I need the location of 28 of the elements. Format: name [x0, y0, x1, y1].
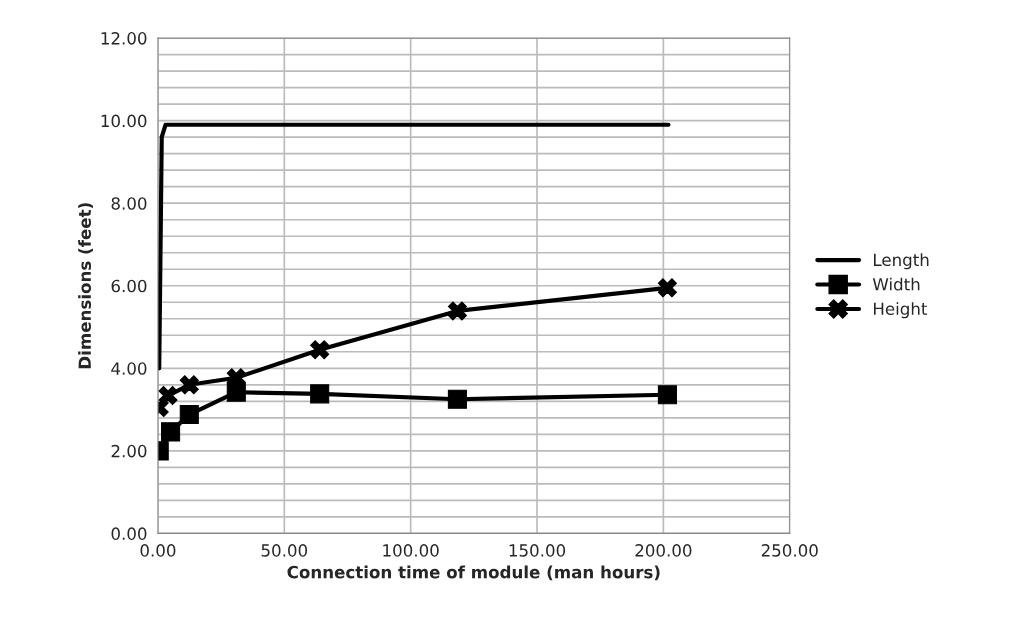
y-tick-label: 12.00 [101, 32, 147, 45]
y-tick-label: 0.00 [111, 527, 147, 540]
x-tick-label: 0.00 [140, 544, 176, 557]
x-tick-label: 50.00 [261, 544, 308, 557]
y-tick-label: 2.00 [111, 444, 147, 458]
point [657, 278, 677, 298]
y-axis-title: Dimensions (feet) [78, 203, 93, 369]
x-axis-title: Connection time of module (man hours) [287, 565, 660, 581]
point [179, 404, 199, 425]
legend-label: Height [874, 302, 928, 319]
y-tick-label: 4.00 [111, 362, 147, 375]
point [657, 385, 677, 405]
y-tick-label: 6.00 [111, 279, 147, 293]
point [310, 340, 330, 360]
legend-label: Width [872, 277, 920, 291]
legend-label: Length [874, 253, 929, 270]
y-tick-label: 10.00 [101, 114, 147, 128]
point [447, 301, 467, 321]
x-tick-label: 250.00 [761, 544, 818, 557]
point [161, 422, 181, 442]
x-tick-label: 100.00 [383, 544, 439, 557]
point [158, 385, 178, 406]
x-tick-label: 200.00 [635, 544, 692, 557]
point [310, 384, 330, 404]
x-tick-label: 150.00 [509, 544, 566, 557]
y-tick-label: 8.00 [111, 197, 147, 210]
point [447, 389, 467, 409]
point [179, 375, 199, 395]
